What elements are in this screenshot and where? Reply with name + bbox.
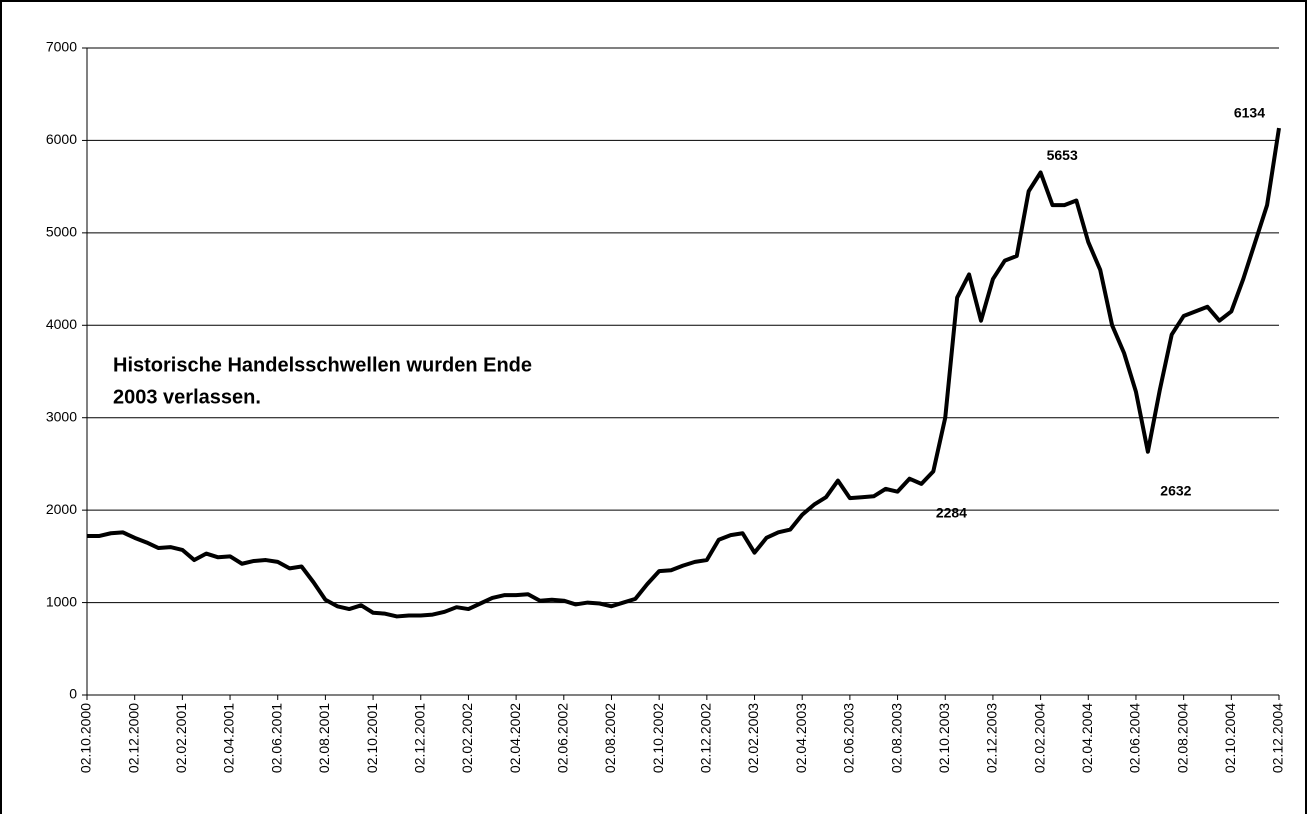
x-tick-label: 02.12.2004 xyxy=(1270,703,1286,773)
x-tick-label: 02.12.2003 xyxy=(984,703,1000,773)
x-tick-label: 02.06.2001 xyxy=(268,703,284,773)
y-tick-label: 7000 xyxy=(46,39,77,55)
x-tick-label: 02.10.2000 xyxy=(78,703,94,773)
x-tick-label: 02.10.2003 xyxy=(936,703,952,773)
x-tick-label: 02.04.2002 xyxy=(507,703,523,773)
x-tick-label: 02.06.2002 xyxy=(555,703,571,773)
x-tick-label: 02.12.2001 xyxy=(411,703,427,773)
x-tick-label: 02.02.2004 xyxy=(1031,703,1047,773)
y-tick-label: 6000 xyxy=(46,131,77,147)
x-tick-label: 02.02.2001 xyxy=(173,703,189,773)
y-tick-label: 1000 xyxy=(46,593,77,609)
x-tick-label: 02.02.2002 xyxy=(459,703,475,773)
x-tick-label: 02.10.2002 xyxy=(650,703,666,773)
y-tick-label: 3000 xyxy=(46,408,77,424)
y-tick-label: 2000 xyxy=(46,501,77,517)
x-tick-label: 02.08.2004 xyxy=(1174,703,1190,773)
x-tick-label: 02.06.2003 xyxy=(841,703,857,773)
x-tick-label: 02.08.2003 xyxy=(888,703,904,773)
y-tick-label: 0 xyxy=(69,686,77,702)
annotation: Historische Handelsschwellen wurden Ende xyxy=(113,354,532,376)
data-label: 2632 xyxy=(1160,482,1191,498)
annotation: 2003 verlassen. xyxy=(113,386,261,408)
x-tick-label: 02.04.2004 xyxy=(1079,703,1095,773)
x-tick-label: 02.12.2002 xyxy=(698,703,714,773)
y-tick-label: 4000 xyxy=(46,316,77,332)
x-tick-label: 02.04.2003 xyxy=(793,703,809,773)
x-tick-label: 02.02.2003 xyxy=(745,703,761,773)
x-tick-label: 02.08.2002 xyxy=(602,703,618,773)
x-tick-label: 02.10.2001 xyxy=(364,703,380,773)
x-tick-label: 02.10.2004 xyxy=(1222,703,1238,773)
data-label: 6134 xyxy=(1234,105,1265,121)
x-tick-label: 02.08.2001 xyxy=(316,703,332,773)
x-tick-label: 02.06.2004 xyxy=(1127,703,1143,773)
y-tick-label: 5000 xyxy=(46,224,77,240)
data-label: 2284 xyxy=(936,505,967,521)
x-tick-label: 02.12.2000 xyxy=(125,703,141,773)
line xyxy=(87,127,1281,619)
x-tick-label: 02.04.2001 xyxy=(221,703,237,773)
data-label: 5653 xyxy=(1047,147,1078,163)
